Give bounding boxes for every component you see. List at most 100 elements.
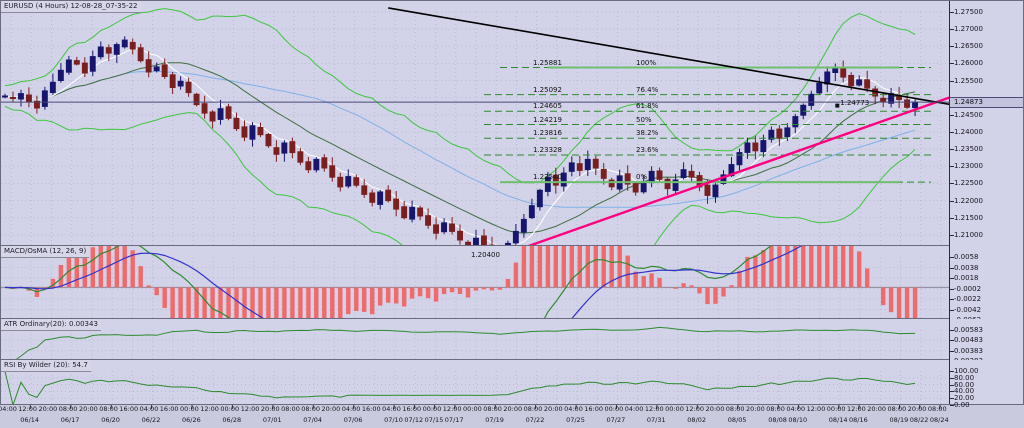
time-tick-label: 00:00 (604, 405, 624, 413)
time-tick-label: 12:00 (847, 405, 866, 413)
time-tick-label: 20:00 (746, 405, 765, 413)
time-tick-label: 00:00 (826, 405, 846, 413)
macd-axis-label: -0.0002 (954, 284, 982, 293)
time-tick-label: 04:00 (786, 405, 806, 413)
time-tick-label: 08:00 (58, 405, 78, 413)
time-tick-label: 12:00 (200, 405, 219, 413)
time-tick-label: 16:00 (159, 405, 179, 413)
rsi-axis-label: 60.00 (954, 380, 975, 389)
rsi-label: RSI By Wilder (20): 54.7 (1, 360, 91, 372)
date-tick-label: 07/27 (606, 416, 626, 424)
time-tick-label: 12:00 (685, 405, 705, 413)
price-axis-label: 1.24000 (954, 128, 983, 136)
date-tick-label: 08/10 (788, 416, 808, 424)
date-tick-label: 06/20 (101, 416, 120, 424)
date-tick-label: 07/31 (646, 416, 666, 424)
price-axis-label: 1.26000 (954, 59, 983, 68)
macd-axis-label: -0.0022 (954, 295, 982, 303)
price-axis[interactable]: 1.27500 1.27000 1.26500 1.26000 1.25500 1.248… (949, 1, 1023, 256)
time-tick-label: 08:00 (483, 405, 502, 413)
date-tick-label: 08/05 (727, 416, 747, 424)
time-tick-label: 08:00 (99, 405, 118, 413)
time-tick-label: 20:00 (321, 405, 341, 413)
time-tick-label: 20:00 (38, 405, 58, 413)
rsi-axis-label: 100.00 (954, 367, 979, 375)
macd-axis-label: 0.0018 (954, 274, 979, 282)
time-tick-label: 00:00 (180, 405, 199, 413)
time-tick-label: 08:00 (281, 405, 300, 413)
rsi-axis-label: 80.00 (954, 373, 975, 382)
time-axis[interactable]: 04:00 12:00 06/14 20:00 08:00 06/17 20:00 08:00… (0, 405, 1024, 428)
time-tick-label: 08:00 (725, 405, 745, 413)
atr-axis-label: 0.00483 (954, 336, 983, 345)
current-price-tag: 1.24873 (950, 97, 1023, 109)
rsi-axis: 100.00 80.00 60.00 40.00 20.00 0.00 (949, 360, 1023, 409)
date-tick-label: 07/25 (566, 416, 585, 424)
date-tick-label: 08/08 (768, 416, 787, 424)
date-tick-label: 07/10 (384, 416, 403, 424)
date-tick-label: 08/24 (929, 416, 949, 424)
date-tick-label: 07/22 (525, 416, 545, 424)
time-tick-label: 12:00 (18, 405, 38, 413)
time-tick-label: 16:00 (119, 405, 139, 413)
atr-panel[interactable]: ATR Ordinary(20): 0.00343 0.00583 0.00483… (0, 318, 1024, 365)
time-tick-label: 04:00 (341, 405, 361, 413)
date-tick-label: 07/12 (404, 416, 424, 424)
price-axis-label: 1.27000 (954, 25, 983, 34)
time-tick-label: 12:00 (806, 405, 826, 413)
date-tick-label: 06/22 (141, 416, 161, 424)
macd-panel[interactable]: MACD/OsMA (12, 26, 9) 0.0058 0.0038 0.0018… (0, 245, 1024, 324)
rsi-axis-label: 20.00 (954, 394, 975, 403)
time-tick-label: 20:00 (705, 405, 725, 413)
date-tick-label: 08/19 (889, 416, 909, 424)
time-tick-label: 04:00 (139, 405, 159, 413)
price-plot-area[interactable] (1, 1, 1023, 251)
date-tick-label: 07/06 (343, 416, 363, 424)
date-tick-label: 07/15 (424, 416, 444, 424)
time-tick-label: 04:00 (382, 405, 401, 413)
chart-title: EURUSD (4 Hours) 12-08-28_07-35-22 (1, 1, 141, 13)
time-tick-label: 12:00 (442, 405, 462, 413)
time-tick-label: 00:00 (422, 405, 442, 413)
price-axis-label: 1.23500 (954, 145, 983, 154)
price-axis-label: 1.22000 (954, 196, 983, 205)
atr-label: ATR Ordinary(20): 0.00343 (1, 319, 101, 331)
time-tick-label: 12:00 (240, 405, 260, 413)
price-chart-panel[interactable]: EURUSD (4 Hours) 12-08-28_07-35-22 1.275… (0, 0, 1024, 256)
rsi-panel[interactable]: RSI By Wilder (20): 54.7 100.00 80.00 60.0… (0, 359, 1024, 409)
time-tick-label: 20:00 (260, 405, 280, 413)
time-tick-label: 16:00 (402, 405, 422, 413)
time-tick-label: 08:00 (301, 405, 321, 413)
time-tick-label: 00:00 (463, 405, 482, 413)
date-tick-label: 07/04 (303, 416, 323, 424)
date-tick-label: 06/26 (182, 416, 201, 424)
macd-axis-label: 0.0058 (954, 253, 979, 261)
price-axis-label: 1.23000 (954, 162, 983, 171)
date-tick-label: 07/19 (485, 416, 504, 424)
date-tick-label: 07/17 (444, 416, 464, 424)
date-tick-label: 06/17 (60, 416, 80, 424)
date-tick-label: 06/28 (222, 416, 242, 424)
time-tick-label: 12:00 (644, 405, 664, 413)
macd-axis-label: 0.0038 (954, 263, 979, 272)
time-tick-label: 08:00 (927, 405, 947, 413)
macd-label: MACD/OsMA (12, 26, 9) (1, 246, 90, 258)
time-tick-label: 16:00 (361, 405, 381, 413)
time-tick-label: 20:00 (907, 405, 927, 413)
time-tick-label: 20:00 (503, 405, 523, 413)
atr-plot-area[interactable] (1, 319, 1023, 360)
price-axis-label: 1.24500 (954, 110, 983, 119)
macd-plot-area[interactable] (1, 246, 1023, 319)
date-tick-label: 08/22 (909, 416, 929, 424)
rsi-plot-area[interactable] (1, 360, 1023, 404)
time-tick-label: 04:00 (624, 405, 644, 413)
time-tick-label: 20:00 (867, 405, 887, 413)
time-tick-label: 04:00 (564, 405, 583, 413)
time-tick-label: 16:00 (584, 405, 604, 413)
time-tick-label: 04:00 (0, 405, 17, 413)
price-axis-label: 1.27500 (954, 8, 983, 16)
date-tick-label: 08/14 (828, 416, 848, 424)
rsi-axis-label: 40.00 (954, 387, 975, 396)
